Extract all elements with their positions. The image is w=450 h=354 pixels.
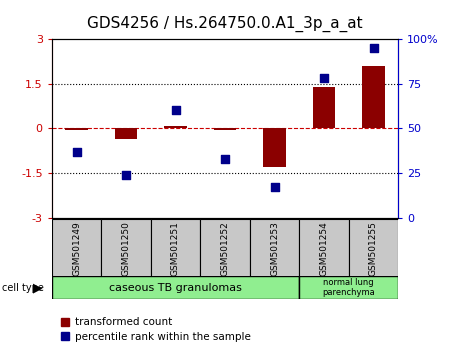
Point (73, 149, 80, 154)
Text: GSM501251: GSM501251 (171, 221, 180, 276)
Point (221, 156, 229, 161)
Point (122, 172, 130, 178)
FancyBboxPatch shape (299, 276, 398, 299)
FancyBboxPatch shape (151, 219, 200, 278)
FancyBboxPatch shape (101, 219, 151, 278)
FancyBboxPatch shape (52, 276, 299, 299)
Text: ▶: ▶ (33, 281, 43, 294)
Text: GSM501252: GSM501252 (220, 221, 230, 276)
Legend: transformed count, percentile rank within the sample: transformed count, percentile rank withi… (57, 313, 255, 346)
Bar (362, 66, 385, 129)
Point (370, 45, 377, 51)
FancyBboxPatch shape (349, 219, 398, 278)
Point (172, 108, 179, 113)
Bar (313, 87, 335, 129)
Text: GSM501249: GSM501249 (72, 221, 81, 276)
Text: caseous TB granulomas: caseous TB granulomas (109, 282, 242, 293)
FancyBboxPatch shape (52, 219, 101, 278)
Bar (65, 129, 88, 130)
Point (271, 184, 278, 190)
Text: GDS4256 / Hs.264750.0.A1_3p_a_at: GDS4256 / Hs.264750.0.A1_3p_a_at (87, 16, 363, 32)
Point (320, 75, 328, 81)
Bar (115, 129, 137, 139)
FancyBboxPatch shape (200, 219, 250, 278)
Bar (263, 129, 286, 167)
Text: normal lung
parenchyma: normal lung parenchyma (322, 278, 375, 297)
Bar (164, 126, 187, 129)
Text: GSM501253: GSM501253 (270, 221, 279, 276)
FancyBboxPatch shape (299, 219, 349, 278)
Text: GSM501254: GSM501254 (320, 221, 328, 276)
Bar (214, 129, 236, 130)
Text: GSM501255: GSM501255 (369, 221, 378, 276)
Text: cell type: cell type (2, 282, 44, 293)
Text: GSM501250: GSM501250 (122, 221, 130, 276)
FancyBboxPatch shape (250, 219, 299, 278)
